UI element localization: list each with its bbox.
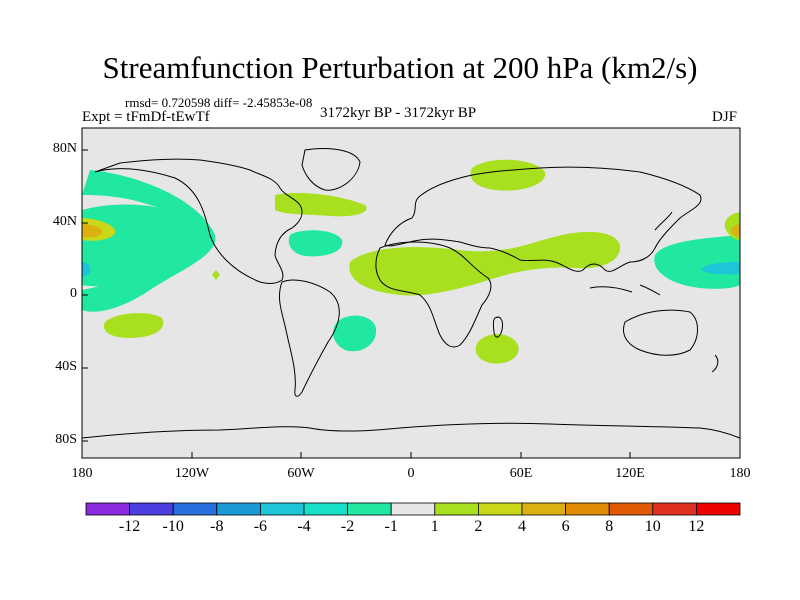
colorbar-swatch: [696, 502, 741, 516]
colorbar-swatch: [477, 502, 523, 516]
colorbar-label: -8: [210, 518, 224, 535]
colorbar-label: 12: [688, 518, 705, 535]
contour-pos-sindian: [475, 334, 519, 364]
lat-label-40n: 40N: [52, 214, 77, 229]
lon-label-120e: 120E: [615, 466, 645, 481]
colorbar-label: -1: [384, 518, 398, 535]
map-ticks: [82, 149, 631, 458]
colorbar-label: 1: [430, 518, 439, 535]
colorbar-swatch: [390, 502, 436, 516]
contour-pos-spacific: [103, 313, 164, 338]
coast-north-america: [94, 158, 303, 284]
contour-pos-siberia: [470, 159, 546, 191]
contour-neg-npacific-arc: [82, 170, 216, 312]
contour-mid-wpacific: [731, 224, 740, 237]
coast-antarctica: [82, 422, 740, 439]
coast-indonesia: [589, 284, 661, 296]
period-label: 3172kyr BP - 3172kyr BP: [320, 105, 477, 121]
colorbar-swatch: [521, 502, 566, 516]
contour-neg-atlantic: [288, 230, 343, 257]
coast-eurasia: [384, 166, 702, 272]
lat-label-80n: 80N: [52, 141, 77, 156]
colorbar-swatch: [216, 502, 261, 516]
lat-label-40s: 40S: [55, 359, 77, 374]
coast-japan: [654, 211, 673, 231]
colorbar-swatch: [347, 502, 392, 516]
experiment-label: Expt = tFmDf-tEwTf: [82, 109, 210, 125]
contour-mid-npacific: [82, 224, 103, 238]
contour-neg-wpacific-core: [701, 262, 740, 275]
colorbar-swatch: [259, 502, 305, 516]
lat-label-eq: 0: [70, 286, 77, 301]
colorbar-label: 6: [561, 518, 570, 535]
contour-neg-satlantic: [333, 315, 377, 352]
colorbar-label: -4: [297, 518, 311, 535]
coast-madagascar: [492, 316, 503, 338]
contour-neg-wpacific: [654, 235, 740, 289]
colorbar-label: -12: [118, 518, 141, 535]
colorbar-swatch: [172, 502, 218, 516]
lon-label-60w: 60W: [287, 466, 315, 481]
colorbar-label: 2: [474, 518, 483, 535]
map-title: Streamfunction Perturbation at 200 hPa (…: [102, 50, 698, 85]
colorbar-label: -2: [340, 518, 355, 535]
contour-pos-canada: [275, 193, 367, 217]
colorbar-swatch: [565, 502, 610, 516]
colorbar-swatch: [608, 502, 654, 516]
colorbar-label: -10: [162, 518, 184, 535]
lon-label-120w: 120W: [174, 466, 210, 481]
colorbar-swatch: [85, 502, 130, 516]
colorbar-label: -6: [253, 518, 268, 535]
colorbar-swatch: [303, 502, 348, 516]
contour-fills: [82, 148, 740, 439]
coast-australia: [623, 309, 698, 356]
contour-neg-epacific-core: [82, 262, 91, 276]
lon-label-180w: 180: [71, 466, 93, 481]
contour-pos-africa-asia: [349, 231, 621, 296]
coast-greenland: [301, 148, 361, 191]
colorbar-label: 10: [644, 518, 661, 535]
colorbar: [85, 502, 741, 516]
coast-new-zealand: [711, 354, 719, 373]
coast-africa: [375, 241, 492, 348]
stats-label: rmsd= 0.720598 diff= -2.45853e-08: [125, 95, 313, 110]
lon-label-0: 0: [407, 466, 415, 481]
contour-pos-diamond: [212, 270, 220, 280]
coast-south-america: [279, 279, 340, 397]
colorbar-swatch: [129, 502, 174, 516]
colorbar-swatch: [434, 502, 479, 516]
colorbar-swatch: [652, 502, 697, 516]
lat-label-80s: 80S: [55, 432, 77, 447]
coastlines: [82, 148, 740, 439]
colorbar-label: 4: [518, 518, 526, 535]
colorbar-label: 8: [605, 518, 614, 535]
lon-label-180e: 180: [729, 466, 751, 481]
lon-label-60e: 60E: [509, 466, 533, 481]
season-label: DJF: [712, 109, 738, 125]
